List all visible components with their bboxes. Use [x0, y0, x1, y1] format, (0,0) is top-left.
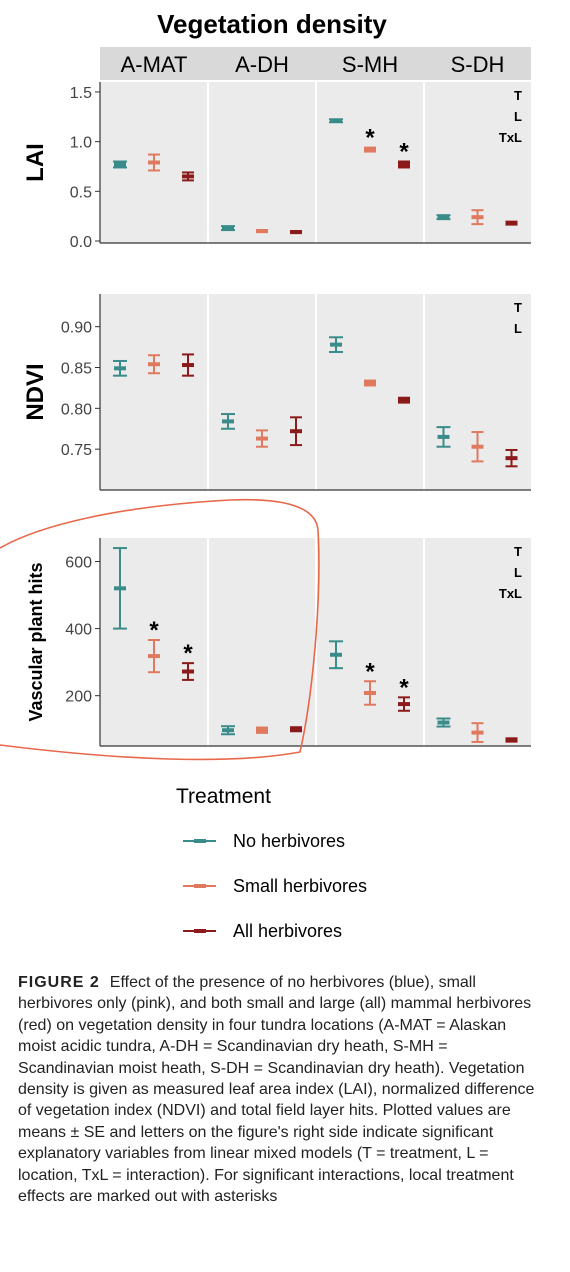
y-tick-label: 200: [65, 689, 92, 706]
significance-asterisk: *: [183, 640, 193, 667]
facet-label-s-mh: S-MH: [342, 52, 398, 77]
caption-text: Effect of the presence of no herbivores …: [18, 974, 535, 1206]
y-tick-label: 600: [65, 554, 92, 571]
significance-letter: T: [514, 544, 522, 559]
significance-letter: L: [514, 321, 522, 336]
y-axis-title: Vascular plant hits: [26, 562, 46, 721]
y-axis-title: LAI: [22, 143, 49, 182]
y-tick-label: 0.90: [61, 320, 92, 337]
legend-label: Small herbivores: [233, 876, 367, 896]
legend-label: All herbivores: [233, 921, 342, 941]
y-tick-label: 400: [65, 622, 92, 639]
facet-label-a-mat: A-MAT: [121, 52, 188, 77]
figure-caption: FIGURE 2 Effect of the presence of no her…: [18, 972, 548, 1207]
significance-letter: TxL: [499, 130, 522, 145]
y-tick-label: 0.0: [70, 234, 92, 251]
significance-letter: L: [514, 565, 522, 580]
vegetation-density-chart: Vegetation density A-MAT A-DH S-MH S-DH 0.0 0…: [0, 9, 531, 941]
facet-strip: [100, 47, 531, 80]
facet-label-a-dh: A-DH: [235, 52, 289, 77]
legend-label: No herbivores: [233, 831, 345, 851]
significance-letter: T: [514, 88, 522, 103]
significance-asterisk: *: [399, 139, 409, 166]
caption-lead: FIGURE 2: [18, 974, 100, 991]
facet-label-s-dh: S-DH: [451, 52, 505, 77]
y-tick-label: 0.5: [70, 184, 92, 201]
y-tick-label: 0.75: [61, 442, 92, 459]
y-tick-label: 1.5: [70, 85, 92, 102]
y-tick-label: 1.0: [70, 135, 92, 152]
significance-letter: T: [514, 300, 522, 315]
y-axis-title: NDVI: [22, 363, 49, 420]
significance-asterisk: *: [365, 658, 375, 685]
significance-asterisk: *: [149, 617, 159, 644]
hand-drawn-annotation-loop: [0, 498, 320, 761]
significance-asterisk: *: [399, 674, 409, 701]
significance-letter: L: [514, 109, 522, 124]
y-tick-label: 0.80: [61, 401, 92, 418]
significance-letter: TxL: [499, 586, 522, 601]
chart-title: Vegetation density: [157, 9, 387, 39]
significance-asterisk: *: [365, 125, 375, 152]
legend-title: Treatment: [176, 785, 271, 808]
y-tick-label: 0.85: [61, 361, 92, 378]
